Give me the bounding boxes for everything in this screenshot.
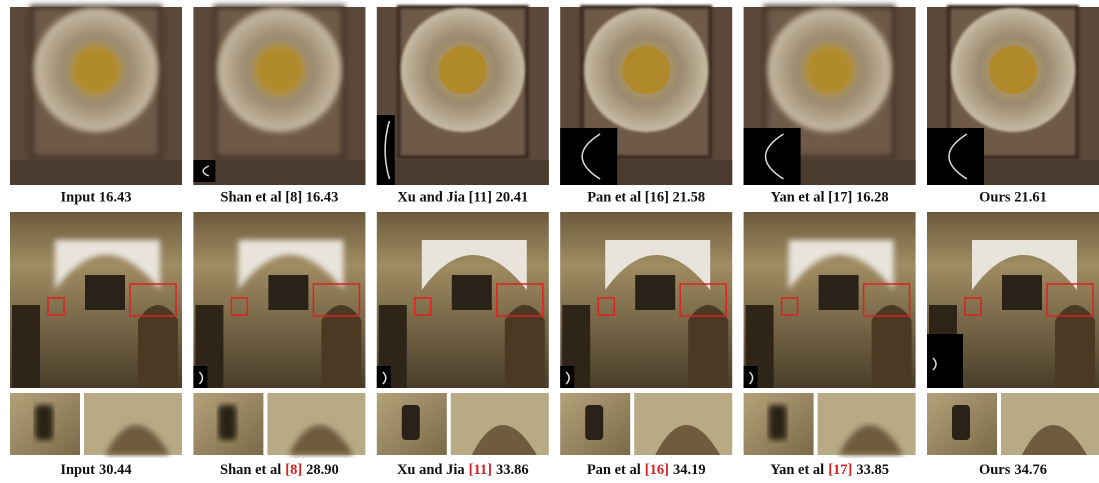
street-image <box>10 212 182 388</box>
clock-image <box>927 7 1099 185</box>
ledge <box>10 160 182 185</box>
method-name: Yan et al <box>770 462 824 478</box>
score: 33.85 <box>856 462 889 478</box>
method-name: Shan et al <box>220 462 281 478</box>
reference: [8] <box>285 462 302 478</box>
clock-center <box>806 46 854 94</box>
lamp <box>35 405 53 440</box>
door-arch <box>505 305 545 388</box>
balcony <box>85 275 125 310</box>
zoom-crops <box>377 393 549 455</box>
door-arch <box>688 305 728 388</box>
clock-center <box>255 46 303 94</box>
kernel-inset <box>744 366 758 388</box>
figure: Input 16.43 Input30.44 Shan et al [8] 16.4… <box>0 0 1099 483</box>
clock-center <box>72 46 120 94</box>
street-image <box>193 212 365 388</box>
street-image <box>560 212 732 388</box>
method-name: Ours <box>979 462 1011 478</box>
zoom-crops <box>10 393 182 455</box>
street-image <box>927 212 1099 388</box>
caption: Xu and Jia [11] 20.41 <box>397 189 528 205</box>
balcony <box>268 275 308 310</box>
zoom-crops <box>193 393 365 455</box>
method-name: Input <box>60 462 95 478</box>
street-image <box>744 212 916 388</box>
zoom-crops <box>927 393 1099 455</box>
caption: Yan et al [17] 16.28 <box>771 189 889 205</box>
lamp <box>402 405 420 440</box>
lamp <box>585 405 603 440</box>
caption: Pan et al[16]34.19 <box>587 462 706 478</box>
kernel-inset <box>193 160 215 182</box>
caption: Shan et al [8] 16.43 <box>220 189 338 205</box>
kernel-inset <box>193 366 207 388</box>
caption: Xu and Jia[11]33.86 <box>397 462 529 478</box>
ledge <box>377 160 549 185</box>
door-arch <box>321 305 361 388</box>
reference: [16] <box>645 462 669 478</box>
door-arch <box>1055 305 1095 388</box>
clock-center <box>439 46 487 94</box>
zoom-crops <box>744 393 916 455</box>
kernel-inset <box>560 128 617 185</box>
door-arch <box>138 305 178 388</box>
kernel-inset <box>377 366 391 388</box>
clock-image <box>10 7 182 185</box>
zoom-crops <box>560 393 732 455</box>
clock-image <box>377 7 549 185</box>
door-arch <box>872 305 912 388</box>
kernel-inset <box>744 128 801 185</box>
kernel-inset <box>927 128 984 185</box>
reference: [17] <box>828 462 852 478</box>
lamp <box>952 405 970 440</box>
lamp <box>218 405 236 440</box>
caption: Pan et al [16] 21.58 <box>587 189 705 205</box>
score: 28.90 <box>306 462 339 478</box>
clock-image <box>744 7 916 185</box>
street-image <box>377 212 549 388</box>
caption: Ours 21.61 <box>979 189 1047 205</box>
ledge <box>193 160 365 185</box>
caption: Shan et al[8]28.90 <box>220 462 339 478</box>
balcony <box>1002 275 1042 310</box>
reference: [11] <box>469 462 492 478</box>
clock-image <box>193 7 365 185</box>
balcony <box>819 275 859 310</box>
score: 33.86 <box>496 462 529 478</box>
caption: Input 16.43 <box>61 189 132 205</box>
method-name: Pan et al <box>587 462 641 478</box>
clock-image <box>560 7 732 185</box>
score: 34.19 <box>673 462 706 478</box>
clock-center <box>622 46 670 94</box>
doorway <box>12 305 40 388</box>
caption: Yan et al[17]33.85 <box>770 462 889 478</box>
kernel-inset <box>560 366 574 388</box>
clock-center <box>989 46 1037 94</box>
kernel-inset <box>927 334 963 388</box>
caption: Ours34.76 <box>979 462 1047 478</box>
balcony <box>452 275 492 310</box>
balcony <box>635 275 675 310</box>
method-name: Xu and Jia <box>397 462 465 478</box>
score: 30.44 <box>99 462 132 478</box>
lamp <box>769 405 787 440</box>
score: 34.76 <box>1014 462 1047 478</box>
